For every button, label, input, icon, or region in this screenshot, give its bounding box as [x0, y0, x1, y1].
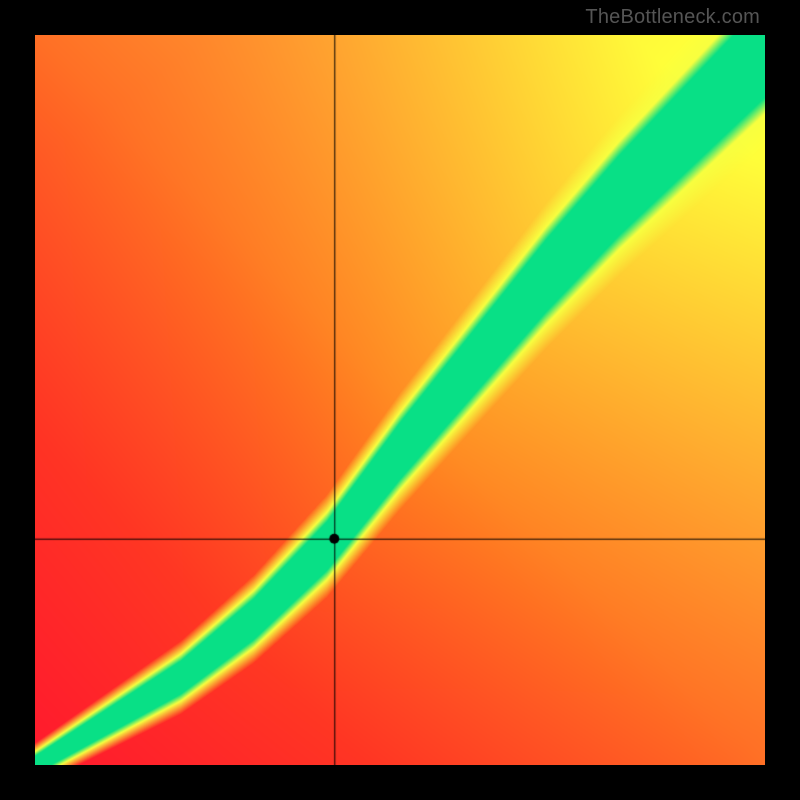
watermark-text: TheBottleneck.com: [585, 6, 760, 29]
bottleneck-heatmap: [35, 35, 765, 765]
plot-area: [35, 35, 765, 765]
figure-frame: TheBottleneck.com: [0, 0, 800, 800]
